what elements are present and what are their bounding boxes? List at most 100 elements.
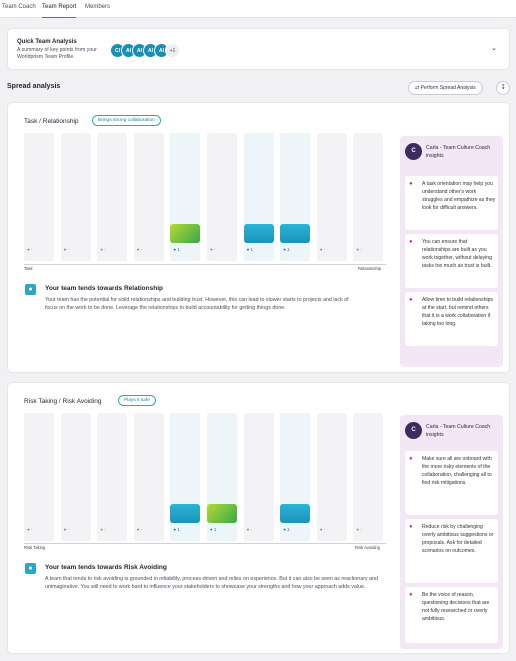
member-count-label: ● 1 [283, 247, 290, 252]
chevron-down-icon[interactable]: ⌄ [491, 45, 497, 52]
download-icon[interactable]: ↧ [496, 81, 510, 95]
perform-spread-analysis-label: Perform Spread Analysis [420, 85, 476, 91]
member-count-label: ● - [246, 527, 253, 532]
lightbulb-icon: ● [409, 181, 413, 187]
spread-column: ● - [133, 133, 164, 261]
member-count-label: ● - [27, 527, 33, 532]
insight-text: Your team has the potential for solid re… [45, 297, 349, 312]
member-count-label: ● - [356, 527, 362, 532]
coach-tip: ● Allow time to build relationships at t… [405, 292, 498, 346]
coach-name: Carla - Team Culture Coach insights [426, 145, 491, 160]
team-insight-icon: ● [25, 563, 36, 574]
spread-column: ● - [97, 133, 128, 261]
member-count-label: ● - [100, 247, 106, 252]
coach-tip-text: Reduce risk by challenging overly ambiti… [422, 524, 494, 554]
coach-tip-text: You can ensure that relationships are bu… [422, 239, 492, 269]
spread-column: ● - [133, 413, 164, 541]
spread-card-risk: Risk Taking / Risk Avoiding Plays it saf… [7, 382, 510, 654]
sliders-icon: ⇄ [415, 85, 420, 91]
section-badge: Brings strong collaboration [92, 115, 161, 126]
member-count-label: ● - [136, 247, 143, 252]
member-count-label: ● - [210, 247, 216, 252]
section-badge: Plays it safe [118, 395, 156, 406]
more-members-badge[interactable]: +1 [165, 43, 180, 58]
lightbulb-icon: ● [409, 239, 413, 245]
member-count-label: ● 1 [173, 247, 180, 252]
quick-analysis-title: Quick Team Analysis [17, 39, 77, 45]
member-count-label: ● - [136, 527, 143, 532]
tab-team-coach[interactable]: Team Coach [2, 4, 36, 10]
spread-column: ● - [243, 413, 274, 541]
axis-label-right: Risk Avoiding [355, 545, 381, 550]
coach-insights-panel: C Carla - Team Culture Coach insights ● … [400, 415, 503, 649]
spread-bar[interactable] [170, 224, 201, 243]
member-count-label: ● - [63, 247, 70, 252]
quick-team-analysis-panel[interactable]: Quick Team Analysis A summary of key poi… [7, 28, 510, 70]
member-count-label: ● - [27, 247, 33, 252]
chart-axis [24, 543, 386, 544]
spread-column: ● - [24, 133, 54, 261]
spread-column: ● - [316, 133, 347, 261]
coach-tip: ● Make sure all are onboard with the mor… [405, 451, 498, 515]
spread-bar[interactable] [280, 224, 311, 243]
spread-card-task-relationship: Task / Relationship Brings strong collab… [7, 102, 510, 373]
coach-tip: ● Reduce risk by challenging overly ambi… [405, 519, 498, 583]
coach-tip-text: Make sure all are onboard with the more … [422, 456, 492, 486]
member-count-label: ● - [100, 527, 106, 532]
chart-axis [24, 264, 386, 265]
axis-label-left: Risk Taking [24, 545, 46, 550]
spread-column: ● 1 [243, 133, 274, 261]
top-tab-bar: Team Coach Team Report Members [0, 0, 516, 18]
coach-tip: ● You can ensure that relationships are … [405, 234, 498, 288]
member-count-label: ● 1 [173, 527, 180, 532]
member-count-label: ● 1 [246, 247, 254, 252]
coach-tip: ● Be the voice of reason, questioning de… [405, 587, 498, 643]
team-insight-icon: ● [25, 284, 36, 295]
section-title: Risk Taking / Risk Avoiding [24, 398, 102, 405]
spread-bar[interactable] [280, 504, 311, 523]
quick-analysis-subtitle: A summary of key points from your Worldp… [17, 47, 97, 60]
member-count-label: ● 1 [210, 527, 217, 532]
insight-title: Your team tends towards Relationship [45, 285, 163, 292]
spread-column: ● - [60, 133, 91, 261]
spread-column: ● 1 [170, 133, 201, 261]
lightbulb-icon: ● [409, 592, 413, 598]
perform-spread-analysis-button[interactable]: ⇄ Perform Spread Analysis [408, 81, 483, 95]
lightbulb-icon: ● [409, 524, 413, 530]
axis-label-right: Relationship [358, 266, 382, 271]
member-count-label: ● - [319, 527, 326, 532]
spread-column: ● - [97, 413, 128, 541]
spread-column: ● 1 [170, 413, 201, 541]
coach-tip-text: Allow time to build relationships at the… [422, 297, 494, 327]
spread-column: ● 1 [280, 413, 311, 541]
coach-tip: ● A task orientation may help you unders… [405, 176, 498, 230]
coach-tip-text: Be the voice of reason, questioning deci… [422, 592, 490, 622]
insight-text: A team that tends to risk avoiding is gr… [45, 576, 378, 591]
axis-label-left: Task [24, 266, 33, 271]
member-count-label: ● - [63, 527, 70, 532]
lightbulb-icon: ● [409, 297, 413, 303]
spread-bar[interactable] [243, 224, 274, 243]
tab-members[interactable]: Members [85, 4, 111, 10]
spread-column: ● - [316, 413, 347, 541]
spread-bar[interactable] [207, 504, 237, 523]
spread-column: ● - [207, 133, 237, 261]
spread-column: ● 1 [207, 413, 237, 541]
spread-column: ● - [24, 413, 54, 541]
section-title: Task / Relationship [24, 118, 79, 125]
member-count-label: ● - [319, 247, 326, 252]
coach-logo-icon: C [405, 422, 422, 439]
spread-bar[interactable] [170, 504, 201, 523]
coach-tip-text: A task orientation may help you understa… [422, 181, 496, 211]
insight-title: Your team tends towards Risk Avoiding [45, 564, 167, 571]
tab-team-report[interactable]: Team Report [42, 4, 77, 18]
spread-analysis-heading: Spread analysis [7, 83, 61, 90]
spread-column: ● 1 [280, 133, 311, 261]
spread-column: ● - [60, 413, 91, 541]
member-count-label: ● 1 [283, 527, 290, 532]
lightbulb-icon: ● [409, 456, 413, 462]
spread-column: ● - [353, 413, 384, 541]
coach-name: Carla - Team Culture Coach insights [426, 424, 491, 439]
coach-insights-panel: C Carla - Team Culture Coach insights ● … [400, 136, 503, 367]
coach-logo-icon: C [405, 143, 422, 160]
